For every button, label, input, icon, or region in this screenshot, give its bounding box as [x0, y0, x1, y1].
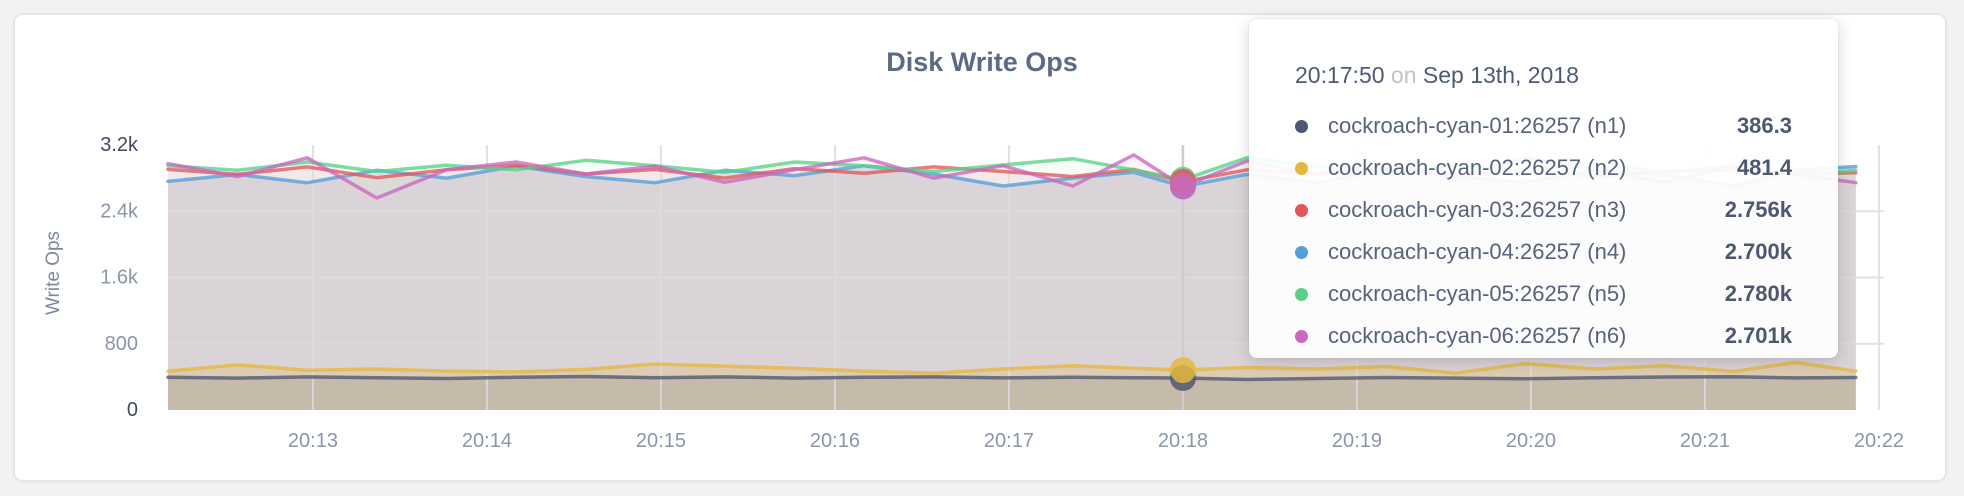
- series-color-dot-icon: [1295, 203, 1308, 217]
- y-tick-label-800: 800: [105, 333, 138, 355]
- x-tick-label-20:19: 20:19: [1332, 430, 1382, 452]
- x-tick-label-20:20: 20:20: [1506, 430, 1556, 452]
- tooltip-series-name: cockroach-cyan-03:26257 (n3): [1328, 197, 1627, 222]
- tooltip-series-list: cockroach-cyan-01:26257 (n1) 386.3 cockr…: [1295, 105, 1792, 357]
- tooltip-series-value: 481.4: [1736, 155, 1792, 180]
- y-tick-label-1.6k: 1.6k: [100, 267, 139, 289]
- series-color-dot-icon: [1295, 161, 1308, 175]
- tooltip-time: 20:17:50: [1295, 62, 1385, 88]
- tooltip-date: Sep 13th, 2018: [1422, 62, 1579, 88]
- tooltip-on-word: on: [1390, 62, 1417, 88]
- x-tick-label-20:14: 20:14: [462, 430, 512, 452]
- tooltip-row: cockroach-cyan-05:26257 (n5) 2.780k: [1295, 273, 1792, 315]
- tooltip-series-value: 2.756k: [1724, 197, 1792, 222]
- chart-tooltip: 20:17:50 on Sep 13th, 2018 cockroach-cya…: [1249, 19, 1838, 358]
- tooltip-series-name: cockroach-cyan-04:26257 (n4): [1328, 239, 1627, 264]
- tooltip-series-name: cockroach-cyan-02:26257 (n2): [1328, 155, 1627, 180]
- x-tick-label-20:13: 20:13: [288, 430, 338, 452]
- series-color-dot-icon: [1295, 287, 1308, 301]
- y-tick-label-3.2k: 3.2k: [100, 134, 139, 156]
- x-tick-label-20:17: 20:17: [984, 430, 1034, 452]
- tooltip-series-name: cockroach-cyan-05:26257 (n5): [1328, 281, 1627, 306]
- y-tick-label-2.4k: 2.4k: [100, 200, 139, 222]
- series-line-n2: [166, 360, 1858, 375]
- tooltip-series-value: 2.780k: [1724, 281, 1792, 306]
- y-tick-label-0: 0: [127, 399, 138, 421]
- tooltip-row: cockroach-cyan-03:26257 (n3) 2.756k: [1295, 189, 1792, 231]
- tooltip-row: cockroach-cyan-04:26257 (n4) 2.700k: [1295, 231, 1792, 273]
- series-line-n1: [166, 374, 1858, 382]
- tooltip-row: cockroach-cyan-01:26257 (n1) 386.3: [1295, 105, 1792, 147]
- tooltip-series-value: 2.700k: [1724, 239, 1792, 264]
- hover-dot-n2: [1169, 357, 1196, 384]
- series-area-n1: [168, 376, 1856, 410]
- hover-dot-n6: [1169, 173, 1196, 200]
- tooltip-series-value: 2.701k: [1724, 323, 1792, 348]
- tooltip-series-name: cockroach-cyan-01:26257 (n1): [1328, 113, 1627, 138]
- x-tick-label-20:15: 20:15: [636, 430, 686, 452]
- series-color-dot-icon: [1295, 329, 1308, 343]
- tooltip-row: cockroach-cyan-06:26257 (n6) 2.701k: [1295, 315, 1792, 357]
- chart-title: Disk Write Ops: [886, 47, 1078, 77]
- x-tick-label-20:16: 20:16: [810, 430, 860, 452]
- x-tick-label-20:18: 20:18: [1158, 430, 1208, 452]
- tooltip-series-value: 386.3: [1736, 113, 1792, 138]
- series-area-n2: [168, 362, 1856, 410]
- x-tick-label-20:22: 20:22: [1854, 430, 1904, 452]
- series-color-dot-icon: [1295, 119, 1308, 133]
- tooltip-header: 20:17:50 on Sep 13th, 2018: [1295, 61, 1792, 89]
- tooltip-series-name: cockroach-cyan-06:26257 (n6): [1328, 323, 1627, 348]
- series-color-dot-icon: [1295, 245, 1308, 259]
- tooltip-row: cockroach-cyan-02:26257 (n2) 481.4: [1295, 147, 1792, 189]
- x-tick-label-20:21: 20:21: [1680, 430, 1730, 452]
